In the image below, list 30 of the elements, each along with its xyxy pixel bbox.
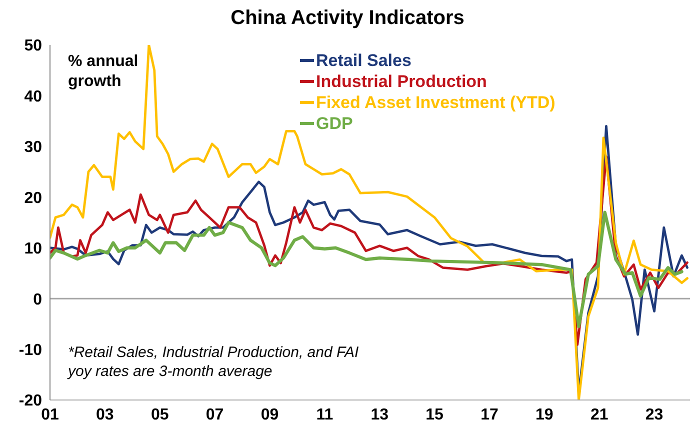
y-tick-label: -10 (18, 342, 42, 359)
annotation: *Retail Sales, Industrial Production, and FAI yoy rates are 3-month average (68, 343, 360, 381)
y-tick-label: 20 (24, 190, 42, 207)
legend-label: Fixed Asset Investment (YTD) (316, 92, 556, 113)
x-tick-label: 05 (150, 406, 169, 424)
y-tick-label: 40 (24, 88, 42, 106)
x-tick-label: 03 (96, 406, 114, 424)
legend-label: GDP (316, 113, 353, 134)
x-tick-label: 13 (370, 406, 389, 424)
legend-label: Retail Sales (316, 50, 412, 71)
y-tick-label: -20 (18, 392, 42, 410)
y-tick-label: 10 (24, 240, 42, 258)
x-tick-label: 17 (480, 406, 498, 424)
annotation: % annual growth (68, 52, 140, 92)
x-tick-label: 19 (536, 406, 554, 424)
y-tick-label: 30 (24, 139, 42, 156)
chart-title: China Activity Indicators (230, 6, 466, 31)
x-tick-label: 21 (590, 406, 608, 424)
line-series (50, 155, 688, 346)
x-tick-label: 09 (260, 406, 279, 424)
x-tick-label: 11 (316, 406, 334, 424)
y-tick-label: 50 (24, 38, 42, 55)
x-tick-label: 01 (41, 406, 59, 424)
x-tick-label: 23 (645, 406, 664, 424)
line-series (50, 45, 688, 400)
legend-label: Industrial Production (316, 71, 487, 92)
y-tick-label: 0 (33, 291, 42, 308)
x-tick-label: 07 (206, 406, 224, 424)
line-series (50, 210, 684, 328)
x-tick-label: 15 (426, 406, 444, 424)
